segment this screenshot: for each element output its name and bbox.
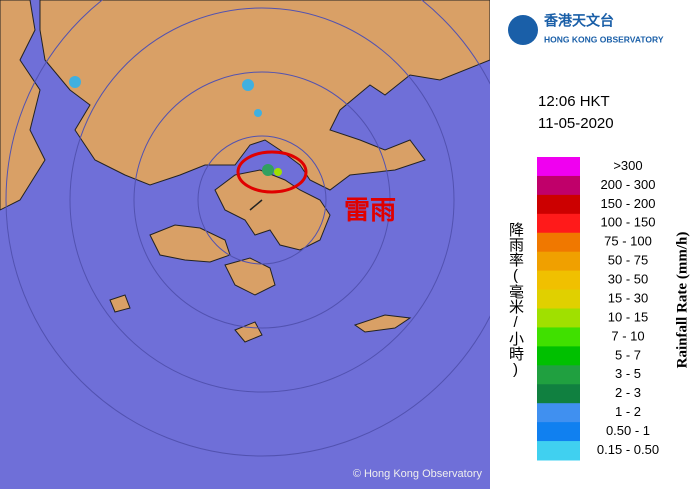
legend-swatch — [537, 157, 580, 177]
range-ring — [197, 135, 327, 265]
radar-echo — [242, 79, 254, 91]
legend-swatch — [537, 213, 580, 234]
annotation: 雷雨 — [344, 195, 396, 225]
legend-label: 150 - 200 — [601, 196, 656, 211]
legend-label: 0.15 - 0.50 — [597, 442, 659, 457]
logo-mark — [508, 15, 538, 45]
island-south — [353, 314, 412, 333]
island-south-2 — [234, 321, 263, 343]
island-west — [109, 294, 131, 313]
legend-swatch — [537, 194, 580, 215]
radar-echo — [274, 168, 282, 176]
time: 12:06 HKT — [538, 93, 610, 110]
legend-swatch — [537, 384, 580, 404]
legend-label: 100 - 150 — [601, 215, 656, 230]
lantau-island — [149, 224, 231, 263]
kowloon-new-territories — [214, 169, 331, 251]
legend-swatch — [537, 232, 580, 253]
legend-swatch — [537, 441, 580, 461]
radar-echo — [254, 109, 262, 117]
legend-label: 200 - 300 — [601, 177, 656, 192]
west-coast — [0, 0, 46, 211]
legend-swatch — [537, 175, 580, 196]
logo-english: HONG KONG OBSERVATORY — [544, 34, 664, 44]
legend-swatch — [537, 289, 580, 309]
legend-swatch — [537, 308, 580, 328]
legend-swatch — [537, 327, 580, 347]
legend-label: 30 - 50 — [608, 272, 648, 287]
legend-label: >300 — [613, 158, 642, 173]
date: 11-05-2020 — [538, 115, 614, 132]
legend-label: 10 - 15 — [608, 309, 648, 324]
legend-label: 3 - 5 — [615, 366, 641, 381]
legend-title-chinese: 降雨率(毫米/小時) — [507, 222, 524, 378]
copyright: © Hong Kong Observatory — [353, 468, 483, 480]
legend-label: 2 - 3 — [615, 385, 641, 400]
radar-site — [249, 199, 263, 211]
legend-swatch — [537, 251, 580, 272]
radar-map: 雷雨 © Hong Kong Observatory — [0, 0, 490, 489]
lamma-island — [224, 257, 276, 296]
legend-swatch — [537, 346, 580, 366]
range-ring — [5, 0, 490, 457]
legend-label: 50 - 75 — [608, 253, 648, 268]
legend-label: 75 - 100 — [604, 234, 652, 249]
legend-swatch — [537, 270, 580, 291]
legend-title-english: Rainfall Rate (mm/h) — [674, 232, 690, 369]
legend-label: 0.50 - 1 — [606, 423, 650, 438]
range-ring — [133, 71, 391, 329]
radar-echo — [69, 76, 81, 88]
legend-swatch — [537, 422, 580, 442]
logo-chinese: 香港天文台 — [543, 13, 614, 29]
mainland — [39, 0, 490, 191]
legend-label: 1 - 2 — [615, 404, 641, 419]
radar-echo — [262, 164, 274, 176]
legend-swatch — [537, 403, 580, 423]
legend-label: 5 - 7 — [615, 347, 641, 362]
range-ring — [69, 7, 455, 393]
legend-label: 15 - 30 — [608, 290, 648, 305]
highlight-circle — [236, 150, 308, 194]
legend-swatch — [537, 365, 580, 385]
legend-label: 7 - 10 — [611, 328, 644, 343]
